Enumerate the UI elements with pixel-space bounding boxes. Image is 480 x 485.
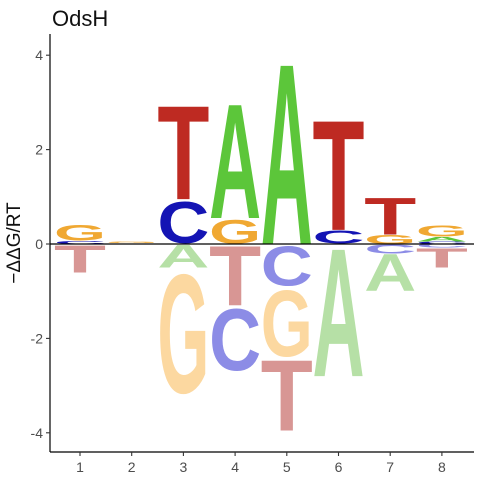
x-tick-label: 6 — [335, 459, 343, 475]
logo-letter-neg8-T: T — [416, 243, 468, 273]
logo-letter-neg6-A: A — [313, 210, 365, 415]
y-axis-title: −ΔΔG/RT — [4, 202, 25, 284]
logo-letter-pos4-A: A — [209, 69, 261, 253]
x-tick-label: 3 — [180, 459, 188, 475]
x-tick-label: 1 — [76, 459, 84, 475]
logo-letter-neg3-G: G — [157, 240, 209, 430]
logo-letter-neg4-C: C — [209, 291, 261, 390]
x-tick-label: 2 — [128, 459, 136, 475]
logo-letter-neg7-A: A — [364, 245, 416, 303]
letter-stacks: CGTCGCTAGGATCACGTCTAGTCACAGCT — [54, 11, 468, 452]
x-tick-label: 7 — [386, 459, 394, 475]
x-tick-label: 8 — [438, 459, 446, 475]
logo-letter-pos2-G: G — [106, 241, 158, 243]
y-tick-label: -2 — [31, 330, 44, 346]
y-tick-label: 0 — [35, 236, 43, 252]
logo-letter-neg5-T: T — [261, 338, 313, 452]
y-tick-label: 4 — [35, 47, 43, 63]
x-tick-label: 5 — [283, 459, 291, 475]
chart-title: OdsH — [52, 6, 108, 32]
logo-letter-pos8-G: G — [416, 223, 468, 240]
logo-letter-pos7-T: T — [364, 187, 416, 246]
logo-letter-pos3-T: T — [157, 77, 209, 228]
x-tick-label: 4 — [231, 459, 239, 475]
y-tick-label: -4 — [31, 425, 44, 441]
y-tick-label: 2 — [35, 142, 43, 158]
